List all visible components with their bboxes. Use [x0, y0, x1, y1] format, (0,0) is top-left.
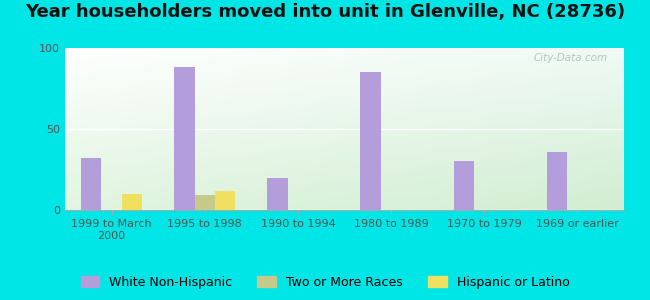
Bar	[215, 190, 235, 210]
Bar	[174, 68, 194, 210]
Bar	[194, 195, 215, 210]
Bar	[81, 158, 101, 210]
Bar	[547, 152, 567, 210]
Legend: White Non-Hispanic, Two or More Races, Hispanic or Latino: White Non-Hispanic, Two or More Races, H…	[75, 271, 575, 294]
Text: Year householders moved into unit in Glenville, NC (28736): Year householders moved into unit in Gle…	[25, 3, 625, 21]
Text: City-Data.com: City-Data.com	[533, 53, 607, 63]
Bar	[267, 178, 288, 210]
Bar	[360, 72, 381, 210]
Bar	[454, 161, 474, 210]
Bar	[122, 194, 142, 210]
